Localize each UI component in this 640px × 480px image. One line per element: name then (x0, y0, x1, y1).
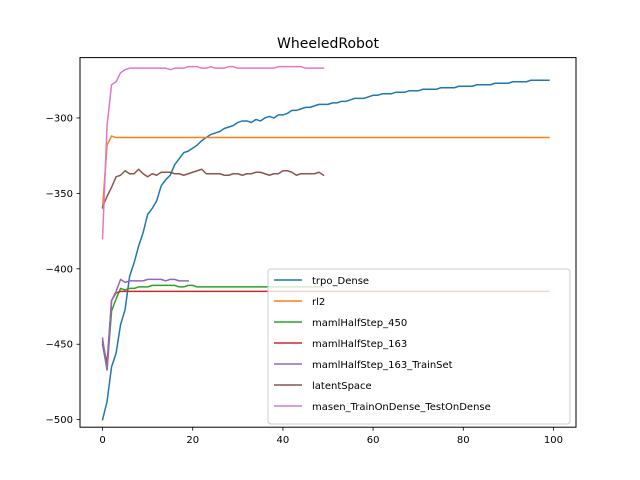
y-tick-label: −500 (46, 415, 73, 426)
series-line-4 (101, 278, 189, 371)
plot-frame (79, 57, 577, 428)
x-tick-label: 80 (457, 435, 470, 446)
x-tick-label: 0 (99, 435, 105, 446)
x-tick-label: 60 (367, 435, 380, 446)
chart-title: WheeledRobot (277, 36, 379, 52)
legend-box (267, 268, 571, 425)
legend-label-4: mamlHalfStep_163_TrainSet (312, 360, 453, 371)
y-tick-label: −350 (46, 189, 73, 200)
y-tick-label: −400 (46, 264, 73, 275)
x-tick-label: 20 (186, 435, 199, 446)
series-line-0 (101, 79, 550, 421)
legend-label-5: latentSpace (312, 381, 372, 392)
series-line-5 (101, 168, 325, 208)
series-line-6 (101, 65, 325, 240)
series-line-1 (101, 135, 550, 210)
y-tick-label: −300 (46, 113, 73, 124)
legend-label-1: rl2 (312, 297, 325, 308)
legend: trpo_Dense rl2 mamlHalfStep_450 mamlHalfSte… (267, 268, 571, 425)
x-tick-label: 100 (544, 435, 563, 446)
axis-layer: 0 20 40 60 80 100 −500 −450 −400 −350 −300 (46, 113, 563, 446)
series-layer (101, 65, 550, 421)
y-tick-label: −450 (46, 340, 73, 351)
legend-label-0: trpo_Dense (312, 276, 369, 287)
legend-label-3: mamlHalfStep_163 (312, 339, 407, 350)
legend-label-2: mamlHalfStep_450 (312, 318, 407, 329)
legend-label-6: masen_TrainOnDense_TestOnDense (312, 402, 491, 413)
x-tick-label: 40 (277, 435, 290, 446)
